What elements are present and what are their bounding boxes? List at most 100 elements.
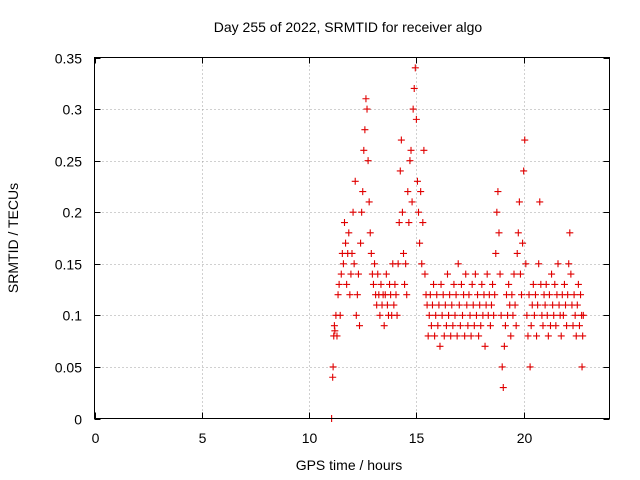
data-point [497, 311, 505, 319]
data-point [526, 363, 534, 371]
data-point [438, 311, 446, 319]
data-point [340, 219, 348, 227]
data-point [329, 363, 337, 371]
chart-title: Day 255 of 2022, SRMTID for receiver alg… [214, 19, 483, 35]
data-point [560, 280, 568, 288]
data-point [359, 188, 367, 196]
data-point [349, 208, 357, 216]
data-point [425, 311, 433, 319]
data-point [549, 301, 557, 309]
data-point [406, 157, 414, 165]
data-point [493, 208, 501, 216]
data-point [331, 327, 339, 335]
y-tick-label: 0.15 [55, 257, 82, 273]
data-point [427, 322, 435, 330]
data-point [492, 249, 500, 257]
data-point [410, 84, 418, 92]
data-point [367, 249, 375, 257]
data-point [486, 322, 494, 330]
data-point [437, 280, 445, 288]
axis-ticks [94, 57, 610, 420]
data-point [339, 260, 347, 268]
data-point [421, 270, 429, 278]
data-point [577, 291, 585, 299]
data-point [342, 239, 350, 247]
data-point [424, 332, 432, 340]
data-point [467, 332, 475, 340]
data-point [391, 280, 399, 288]
data-point [525, 291, 533, 299]
data-point [579, 332, 587, 340]
data-point [334, 291, 342, 299]
data-point [500, 342, 508, 350]
data-point [495, 229, 503, 237]
data-point [360, 146, 368, 154]
data-point [469, 301, 477, 309]
data-point [445, 311, 453, 319]
data-point [395, 219, 403, 227]
data-point [363, 105, 371, 113]
data-point [498, 363, 506, 371]
data-point [475, 332, 483, 340]
data-point [408, 198, 416, 206]
data-point [353, 291, 361, 299]
data-point [426, 291, 434, 299]
data-point [490, 311, 498, 319]
data-point [491, 291, 499, 299]
data-point [476, 301, 484, 309]
data-point [455, 301, 463, 309]
y-axis-label: SRMTID / TECUs [5, 183, 21, 293]
data-point [569, 322, 577, 330]
data-point [515, 198, 523, 206]
y-tick-label: 0.05 [55, 360, 82, 376]
data-point [499, 384, 507, 392]
data-point [376, 311, 384, 319]
data-point [400, 249, 407, 257]
data-point [519, 239, 527, 247]
data-point [527, 322, 535, 330]
data-point [393, 311, 401, 319]
data-point [557, 332, 565, 340]
data-point [462, 270, 470, 278]
data-point [405, 219, 413, 227]
data-point [443, 270, 451, 278]
data-point [459, 311, 467, 319]
data-point [574, 280, 582, 288]
data-point [329, 373, 337, 381]
data-point [369, 280, 377, 288]
data-point [573, 301, 581, 309]
data-point [463, 301, 471, 309]
data-point [371, 260, 379, 268]
data-point [407, 146, 415, 154]
data-point [472, 311, 480, 319]
data-point [347, 270, 355, 278]
data-point [358, 208, 366, 216]
data-point [575, 322, 583, 330]
data-point [559, 311, 567, 319]
data-point [361, 126, 369, 134]
data-point [431, 332, 439, 340]
x-axis-label: GPS time / hours [296, 457, 403, 473]
data-point [418, 260, 426, 268]
data-point [539, 322, 547, 330]
data-point [377, 280, 385, 288]
data-point [364, 157, 372, 165]
data-point [402, 260, 410, 268]
data-point [356, 322, 364, 330]
data-point [442, 322, 450, 330]
data-point [401, 280, 409, 288]
data-point [352, 311, 360, 319]
data-point [518, 291, 526, 299]
data-point [535, 260, 543, 268]
data-point [483, 270, 491, 278]
data-point [570, 291, 578, 299]
data-point [571, 311, 579, 319]
data-point [524, 332, 532, 340]
data-point [434, 322, 442, 330]
data-point [430, 280, 438, 288]
data-point [351, 177, 359, 185]
data-point [545, 291, 553, 299]
data-point [551, 280, 559, 288]
data-point [350, 260, 358, 268]
